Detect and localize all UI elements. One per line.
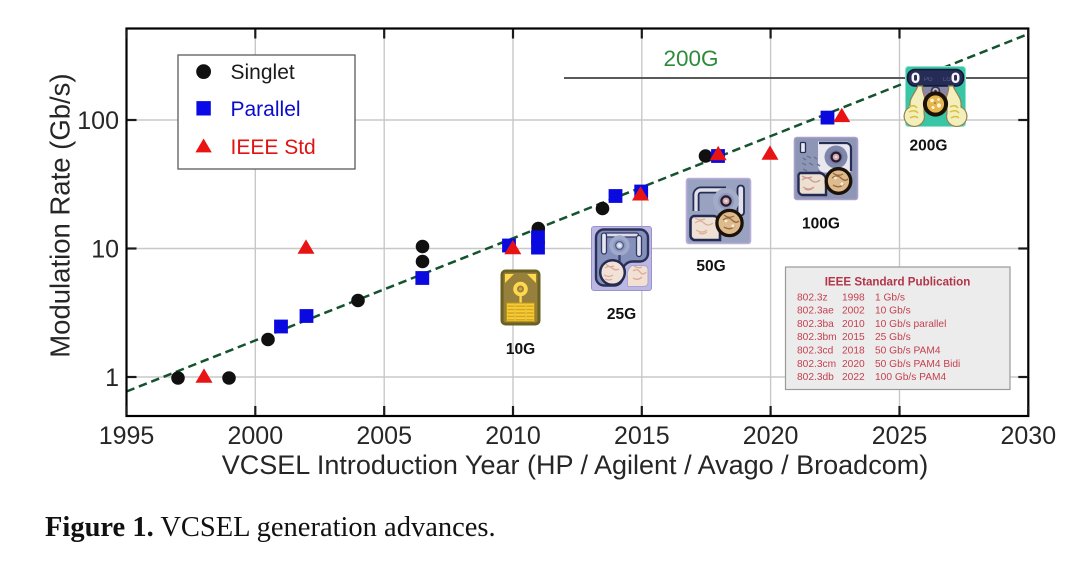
svg-text:100G: 100G (802, 216, 840, 233)
svg-text:2022: 2022 (842, 372, 865, 383)
svg-text:2010: 2010 (485, 422, 541, 450)
svg-text:2005: 2005 (356, 422, 412, 450)
svg-text:10: 10 (91, 236, 119, 264)
svg-text:2020: 2020 (743, 422, 799, 450)
svg-text:VCSEL Introduction Year (HP /: VCSEL Introduction Year (HP / Agilent / … (222, 450, 928, 480)
svg-text:10 Gb/s parallel: 10 Gb/s parallel (875, 319, 946, 330)
svg-text:Singlet: Singlet (231, 61, 295, 84)
svg-text:2025: 2025 (872, 422, 928, 450)
svg-text:50 Gb/s PAM4 Bidi: 50 Gb/s PAM4 Bidi (875, 359, 960, 370)
svg-text:200G: 200G (663, 46, 718, 71)
svg-text:802.3db: 802.3db (797, 372, 834, 383)
svg-text:50G: 50G (696, 258, 725, 275)
svg-text:PG: PG (924, 77, 933, 83)
svg-text:802.3ae: 802.3ae (797, 306, 834, 317)
svg-text:LG: LG (943, 77, 951, 83)
svg-text:10 Gb/s: 10 Gb/s (875, 306, 911, 317)
svg-text:10G: 10G (506, 341, 535, 358)
svg-text:Figure 1. VCSEL generation adv: Figure 1. VCSEL generation advances. (45, 512, 496, 543)
svg-text:802.3cm: 802.3cm (797, 359, 836, 370)
svg-text:2010: 2010 (842, 319, 865, 330)
svg-text:100 Gb/s PAM4: 100 Gb/s PAM4 (875, 372, 946, 383)
svg-text:802.3bm: 802.3bm (797, 332, 837, 343)
svg-text:25 Gb/s: 25 Gb/s (875, 332, 911, 343)
svg-text:IEEE Standard Publication: IEEE Standard Publication (825, 276, 971, 289)
svg-text:802.3ba: 802.3ba (797, 319, 834, 330)
svg-text:50 Gb/s PAM4: 50 Gb/s PAM4 (875, 346, 941, 357)
svg-text:1995: 1995 (99, 422, 155, 450)
svg-text:Parallel: Parallel (231, 98, 301, 121)
svg-text:2030: 2030 (1000, 422, 1056, 450)
svg-text:Modulation Rate (Gb/s): Modulation Rate (Gb/s) (45, 73, 76, 357)
svg-text:1998: 1998 (842, 292, 865, 303)
svg-text:2015: 2015 (842, 332, 865, 343)
svg-text:2015: 2015 (614, 422, 670, 450)
svg-text:IEEE Std: IEEE Std (231, 136, 316, 159)
svg-text:100: 100 (77, 107, 119, 135)
svg-text:25G: 25G (607, 306, 636, 323)
svg-text:1 Gb/s: 1 Gb/s (875, 292, 905, 303)
svg-text:2002: 2002 (842, 306, 865, 317)
svg-text:2018: 2018 (842, 346, 865, 357)
svg-text:2020: 2020 (842, 359, 865, 370)
svg-text:200G: 200G (910, 138, 948, 155)
svg-text:2000: 2000 (227, 422, 283, 450)
svg-text:802.3cd: 802.3cd (797, 346, 834, 357)
svg-text:1: 1 (105, 364, 119, 392)
svg-text:802.3z: 802.3z (797, 292, 828, 303)
